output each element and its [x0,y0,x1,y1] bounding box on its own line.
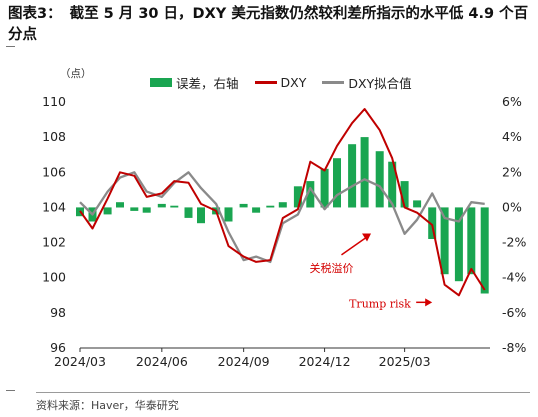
legend-swatch-dxy [254,80,277,84]
chart-title: 图表3： 截至 5 月 30 日，DXY 美元指数仍然较利差所指示的水平低 4.9… [8,4,532,46]
residual-bar [224,207,233,222]
residual-bar [454,207,463,282]
legend-label-dxy: DXY [280,74,307,90]
x-tick-label: 2024/09 [218,354,270,369]
y-axis-unit: （点） [60,68,92,80]
dxy-line [79,108,486,297]
residual-bar [400,181,409,208]
y-right-tick-label: 6% [502,94,522,109]
residual-bar [266,205,275,208]
residual-bar [413,200,422,208]
residual-bar [197,207,205,224]
dxy-fit-line [79,171,485,264]
residual-bar [239,203,248,208]
residual-bar [375,151,384,208]
y-left-tick-label: 104 [42,199,66,214]
residual-bar [467,207,476,275]
residual-bar [333,158,341,208]
residual-bar [360,137,369,208]
y-right-tick-label: 0% [502,199,522,214]
residual-bar [157,203,166,208]
divider-dash [6,46,15,47]
legend-label-fit: DXY拟合值 [348,75,412,91]
residual-bar [320,168,329,208]
residual-bar [142,207,151,213]
y-left-tick-label: 96 [50,340,66,355]
residual-bar [480,207,489,294]
legend-item-residual: 误差，右轴 [150,73,239,92]
residual-bar [278,202,287,208]
tariff-arrow-head [362,233,372,242]
legend: 误差，右轴 DXY DXY拟合值 [150,73,428,92]
y-left-tick-label: 100 [42,270,66,285]
legend-item-fit: DXY拟合值 [322,73,412,92]
residual-bar [428,207,437,239]
y-right-tick-label: 4% [502,129,522,144]
source-rule [36,392,530,393]
residual-bar [103,207,112,215]
x-tick-label: 2024/12 [299,354,351,369]
divider-dash [6,390,15,391]
residual-bar [252,207,261,213]
legend-item-dxy: DXY [254,74,307,90]
residual-bar [348,144,357,208]
y-left-tick-label: 102 [42,235,66,250]
y-left-tick-label: 106 [42,164,66,179]
residual-bar [293,186,302,208]
x-tick-label: 2024/06 [136,354,188,369]
figure-label: 图表3： [8,6,62,22]
legend-label-residual: 误差，右轴 [176,75,239,91]
residual-bar [170,205,179,208]
residual-bar [184,207,193,218]
residual-bar [116,202,124,208]
annotation-tariff: 关税溢价 [309,261,353,275]
residual-bar [440,207,449,275]
residual-bar [130,207,139,211]
x-tick-label: 2025/03 [379,354,431,369]
y-right-tick-label: -2% [502,235,526,250]
legend-swatch-residual [150,77,172,87]
y-right-tick-label: -4% [502,270,526,285]
y-right-tick-label: -8% [502,340,526,355]
legend-swatch-fit [322,80,345,84]
x-tick-label: 2024/03 [54,354,106,369]
y-left-tick-label: 110 [42,94,66,109]
residual-bar [306,181,315,208]
trump-arrow-head [425,298,433,307]
annotation-trump-risk: Trump risk [349,298,411,311]
title-text: 截至 5 月 30 日，DXY 美元指数仍然较利差所指示的水平低 4.9 个百分… [8,6,529,43]
y-left-tick-label: 98 [50,305,66,320]
y-left-tick-label: 108 [42,129,66,144]
residual-bar [388,161,397,208]
tariff-arrow-line [341,234,370,256]
source-note: 资料来源：Haver，华泰研究 [36,399,179,412]
y-right-tick-label: 2% [502,164,522,179]
y-right-tick-label: -6% [502,305,526,320]
